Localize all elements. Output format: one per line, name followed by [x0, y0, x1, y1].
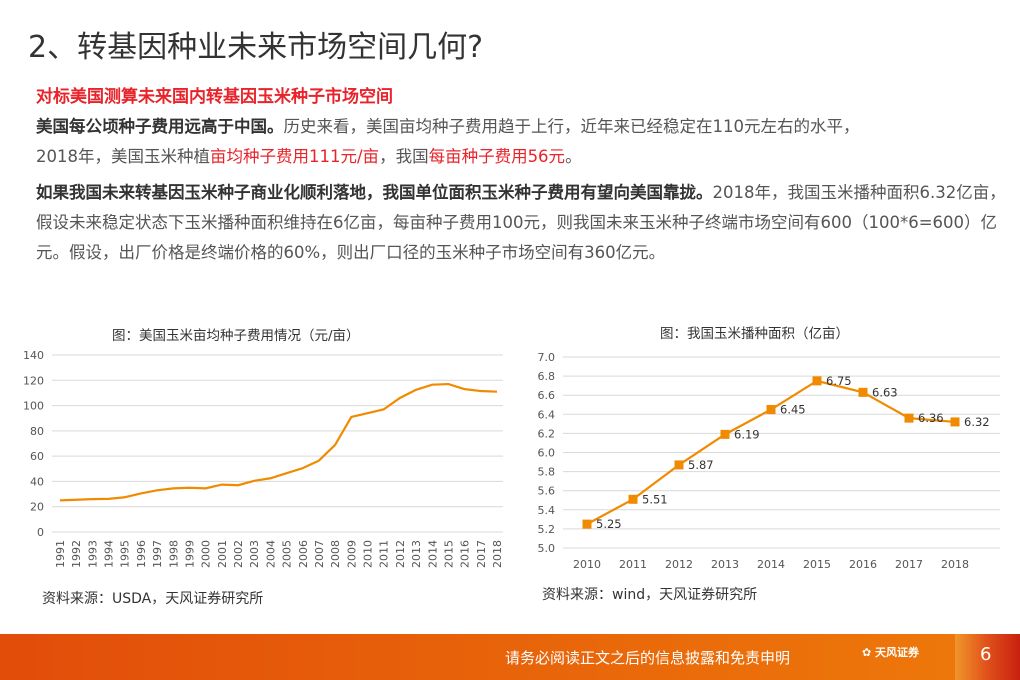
data-label: 6.75 — [826, 374, 852, 388]
data-point-marker — [674, 460, 684, 470]
x-tick-label: 1993 — [86, 540, 99, 568]
y-tick-label: 80 — [30, 425, 44, 438]
data-point-marker — [950, 417, 960, 427]
x-tick-label: 2004 — [264, 540, 277, 568]
p2-text: 2018年，我国玉米播种面积6.32亿亩，假设未来稳定状态下玉米播种面积维持在6… — [36, 183, 1006, 262]
data-point-marker — [582, 519, 592, 529]
y-tick-label: 6.6 — [538, 389, 556, 402]
p1-red2: 每亩种子费用56元 — [428, 147, 566, 166]
y-tick-label: 120 — [23, 374, 44, 387]
y-tick-label: 6.8 — [538, 370, 556, 383]
section-subtitle: 对标美国测算未来国内转基因玉米种子市场空间 — [36, 87, 393, 107]
p2-bold: 如果我国未来转基因玉米种子商业化顺利落地，我国单位面积玉米种子费用有望向美国靠拢… — [36, 183, 713, 202]
x-tick-label: 2011 — [619, 558, 647, 571]
series-line — [59, 382, 498, 502]
x-tick-label: 1998 — [167, 540, 180, 568]
y-tick-label: 6.4 — [538, 408, 556, 421]
x-tick-label: 2013 — [410, 540, 423, 568]
x-tick-label: 2005 — [281, 540, 294, 568]
y-tick-label: 0 — [37, 526, 44, 539]
x-tick-label: 2017 — [475, 540, 488, 568]
paragraph-2: 如果我国未来转基因玉米种子商业化顺利落地，我国单位面积玉米种子费用有望向美国靠拢… — [36, 178, 1006, 268]
paragraph-1: 美国每公顷种子费用远高于中国。历史来看，美国亩均种子费用趋于上行，近年来已经稳定… — [36, 112, 1006, 172]
y-tick-label: 20 — [30, 501, 44, 514]
decorative-squares — [955, 634, 1020, 680]
x-tick-label: 2015 — [442, 540, 455, 568]
x-tick-label: 2016 — [849, 558, 877, 571]
x-tick-label: 2018 — [491, 540, 504, 568]
data-label: 6.63 — [872, 385, 898, 399]
p1-line2a: 2018年，美国玉米种植 — [36, 147, 210, 166]
p1-line2b: ，我国 — [379, 147, 429, 166]
footer: 请务必阅读正文之后的信息披露和免责申明 ✿ 天风证券 6 — [0, 634, 1020, 680]
y-tick-label: 5.8 — [538, 466, 556, 479]
y-tick-label: 5.4 — [538, 504, 556, 517]
data-point-marker — [766, 405, 776, 415]
x-tick-label: 2014 — [426, 540, 439, 568]
x-tick-label: 2010 — [362, 540, 375, 568]
page-title: 2、转基因种业未来市场空间几何? — [28, 30, 484, 65]
y-tick-label: 140 — [23, 349, 44, 362]
x-tick-label: 1999 — [183, 540, 196, 568]
y-tick-label: 60 — [30, 450, 44, 463]
x-tick-label: 2006 — [297, 540, 310, 568]
data-point-marker — [812, 376, 822, 386]
x-tick-label: 1991 — [54, 540, 67, 568]
x-tick-label: 2007 — [313, 540, 326, 568]
company-logo: ✿ 天风证券 — [862, 646, 920, 659]
x-tick-label: 1994 — [103, 540, 116, 568]
x-tick-label: 2013 — [711, 558, 739, 571]
data-label: 5.25 — [596, 517, 622, 531]
chart1-title: 图：美国玉米亩均种子费用情况（元/亩） — [112, 328, 360, 344]
data-point-marker — [904, 413, 914, 423]
x-tick-label: 2010 — [573, 558, 601, 571]
data-label: 5.87 — [688, 458, 714, 472]
x-tick-label: 2016 — [459, 540, 472, 568]
x-tick-label: 2014 — [757, 558, 785, 571]
x-tick-label: 2012 — [394, 540, 407, 568]
data-point-marker — [720, 429, 730, 439]
chart2-title: 图：我国玉米播种面积（亿亩） — [660, 326, 849, 342]
x-tick-label: 2017 — [895, 558, 923, 571]
x-tick-label: 2003 — [248, 540, 261, 568]
x-tick-label: 2002 — [232, 540, 245, 568]
chart2-source: 资料来源：wind，天风证券研究所 — [542, 587, 758, 603]
y-tick-label: 40 — [30, 475, 44, 488]
x-tick-label: 2009 — [345, 540, 358, 568]
y-tick-label: 7.0 — [538, 351, 556, 364]
data-label: 6.32 — [964, 415, 990, 429]
x-tick-label: 2011 — [378, 540, 391, 568]
data-point-marker — [858, 387, 868, 397]
chart1-source: 资料来源：USDA，天风证券研究所 — [42, 591, 264, 607]
x-tick-label: 1992 — [70, 540, 83, 568]
data-label: 6.36 — [918, 411, 944, 425]
disclaimer: 请务必阅读正文之后的信息披露和免责申明 — [505, 649, 791, 667]
p1-text: 历史来看，美国亩均种子费用趋于上行，近年来已经稳定在110元左右的水平， — [283, 117, 860, 136]
data-point-marker — [628, 494, 638, 504]
data-label: 6.45 — [780, 403, 806, 417]
p1-line2c: 。 — [565, 147, 582, 166]
y-tick-label: 100 — [23, 400, 44, 413]
y-tick-label: 6.0 — [538, 447, 556, 460]
data-label: 5.51 — [642, 492, 668, 506]
x-tick-label: 2018 — [941, 558, 969, 571]
page-number: 6 — [980, 644, 992, 665]
y-tick-label: 5.0 — [538, 542, 556, 555]
x-tick-label: 1995 — [119, 540, 132, 568]
x-tick-label: 1996 — [135, 540, 148, 568]
logo-text: 天风证券 — [875, 646, 920, 659]
p1-bold: 美国每公顷种子费用远高于中国。 — [36, 117, 284, 136]
x-tick-label: 2008 — [329, 540, 342, 568]
y-tick-label: 5.6 — [538, 485, 556, 498]
p1-red1: 亩均种子费用111元/亩 — [210, 147, 380, 166]
x-tick-label: 2000 — [200, 540, 213, 568]
x-tick-label: 2015 — [803, 558, 831, 571]
y-tick-label: 5.2 — [538, 523, 556, 536]
data-label: 6.19 — [734, 427, 760, 441]
x-tick-label: 1997 — [151, 540, 164, 568]
x-tick-label: 2001 — [216, 540, 229, 568]
x-tick-label: 2012 — [665, 558, 693, 571]
y-tick-label: 6.2 — [538, 427, 556, 440]
